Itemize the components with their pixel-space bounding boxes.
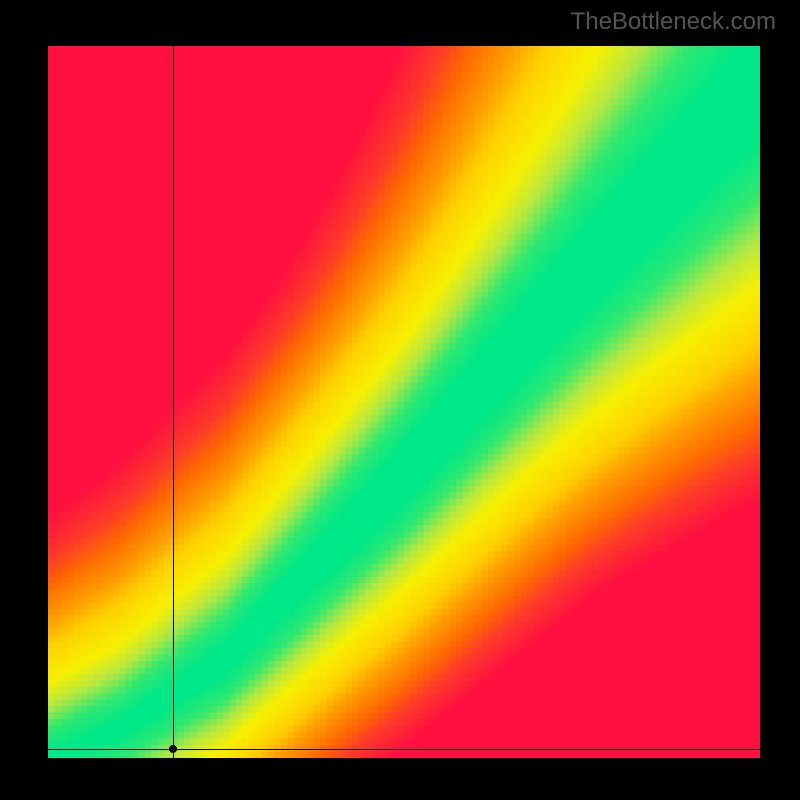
heatmap-canvas xyxy=(48,46,760,758)
chart-container: TheBottleneck.com xyxy=(0,0,800,800)
crosshair-horizontal xyxy=(48,749,760,750)
crosshair-vertical xyxy=(173,46,174,758)
plot-frame xyxy=(48,46,760,758)
watermark-text: TheBottleneck.com xyxy=(571,8,776,36)
